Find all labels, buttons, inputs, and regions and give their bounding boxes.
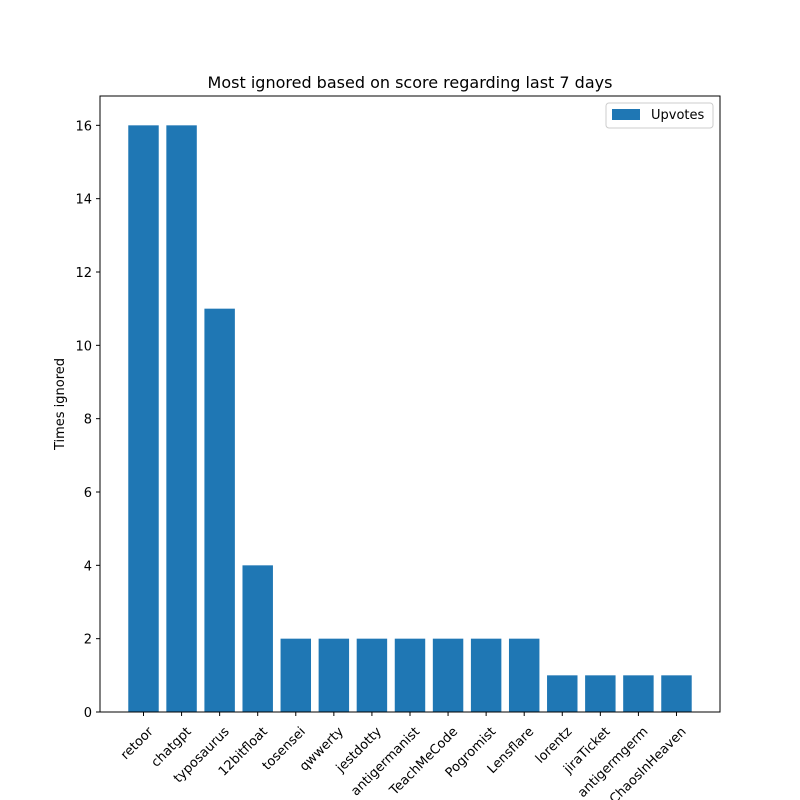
bar-tosensei — [280, 638, 312, 712]
x-axis-ticks: retoorchatgpttyposaurus12bitfloattosense… — [118, 712, 690, 800]
y-tick-label: 0 — [84, 706, 92, 721]
chart-title: Most ignored based on score regarding la… — [208, 73, 613, 92]
bar-TeachMeCode — [432, 638, 464, 712]
y-tick-label: 4 — [84, 559, 92, 574]
y-tick-label: 14 — [75, 193, 92, 208]
bar-retoor — [128, 125, 159, 713]
y-tick-label: 12 — [75, 266, 92, 281]
y-tick-label: 8 — [84, 413, 92, 428]
y-tick-label: 6 — [84, 486, 92, 501]
bar-jestdotty — [356, 638, 388, 712]
bar-12bitfloat — [242, 565, 273, 712]
bar-antigermgerm — [623, 675, 654, 712]
bar-Pogromist — [470, 638, 502, 712]
bar-antigermanist — [394, 638, 426, 712]
legend-label: Upvotes — [651, 108, 705, 123]
y-tick-label: 10 — [75, 339, 92, 354]
bar-Lensflare — [508, 638, 540, 712]
legend-swatch — [612, 109, 640, 120]
y-axis-ticks: 0 2 4 6 8 10 12 14 16 — [75, 119, 100, 721]
bar-lorentz — [547, 675, 578, 712]
bars-group — [128, 125, 692, 713]
plot-frame — [99, 95, 721, 713]
bar-typosaurus — [204, 308, 235, 712]
legend: Upvotes — [605, 102, 714, 129]
bar-qwwerty — [318, 638, 350, 712]
y-tick-label: 16 — [75, 119, 92, 134]
y-axis-label: Times ignored — [53, 358, 68, 451]
y-tick-label: 2 — [84, 633, 92, 648]
bar-chatgpt — [166, 125, 197, 713]
bar-ChaosInHeaven — [661, 675, 692, 712]
bar-jiraTicket — [585, 675, 616, 712]
